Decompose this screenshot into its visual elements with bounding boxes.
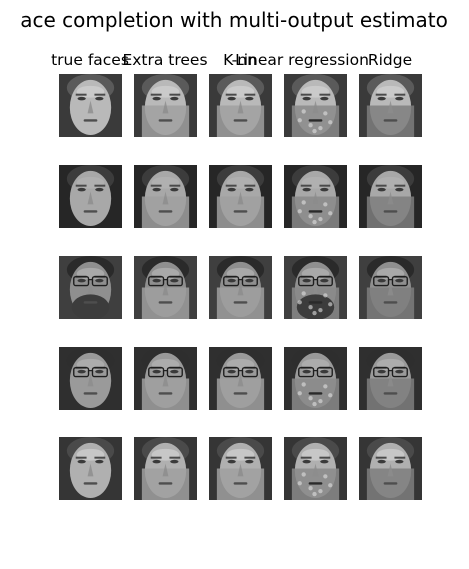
column-header-true-faces: true faces bbox=[51, 51, 129, 69]
face-image-r1-c1 bbox=[59, 74, 122, 137]
face-image-r4-c1 bbox=[59, 347, 122, 410]
face-image-r5-c2 bbox=[134, 437, 197, 500]
face-image-r2-c2 bbox=[134, 165, 197, 228]
face-image-r5-c5 bbox=[359, 437, 422, 500]
face-image-r1-c2 bbox=[134, 74, 197, 137]
face-image-r3-c2 bbox=[134, 256, 197, 319]
face-image-r2-c5 bbox=[359, 165, 422, 228]
face-image-r4-c2 bbox=[134, 347, 197, 410]
face-image-r1-c3 bbox=[209, 74, 272, 137]
face-image-r5-c3 bbox=[209, 437, 272, 500]
face-image-r3-c5 bbox=[359, 256, 422, 319]
face-image-r2-c3 bbox=[209, 165, 272, 228]
column-header-linear-regression: Linear regression bbox=[235, 51, 369, 69]
face-image-r1-c4 bbox=[284, 74, 347, 137]
face-image-r3-c1 bbox=[59, 256, 122, 319]
column-header-ridge: Ridge bbox=[367, 51, 413, 69]
face-image-r4-c4 bbox=[284, 347, 347, 410]
face-image-r4-c3 bbox=[209, 347, 272, 410]
column-header-extra-trees: Extra trees bbox=[122, 51, 208, 69]
face-image-r5-c4 bbox=[284, 437, 347, 500]
face-image-r3-c3 bbox=[209, 256, 272, 319]
face-image-r3-c4 bbox=[284, 256, 347, 319]
face-image-r2-c4 bbox=[284, 165, 347, 228]
face-image-r5-c1 bbox=[59, 437, 122, 500]
figure-title: ace completion with multi-output estimat… bbox=[20, 8, 448, 32]
column-header-k-nn: K-nn bbox=[223, 51, 257, 69]
face-image-r1-c5 bbox=[359, 74, 422, 137]
face-image-r2-c1 bbox=[59, 165, 122, 228]
face-image-r4-c5 bbox=[359, 347, 422, 410]
